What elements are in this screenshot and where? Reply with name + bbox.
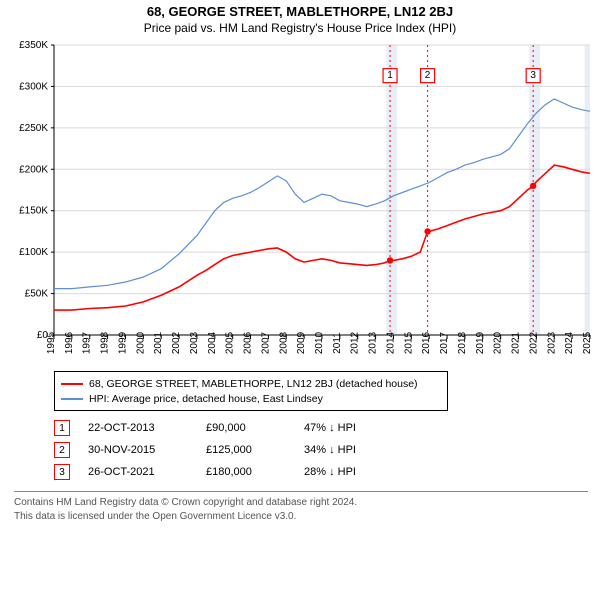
attribution: Contains HM Land Registry data © Crown c… [14, 491, 588, 523]
event-marker-3: 3 [54, 464, 70, 480]
chart-subtitle: Price paid vs. HM Land Registry's House … [0, 19, 600, 35]
svg-text:£200K: £200K [19, 164, 48, 175]
legend-label-hpi: HPI: Average price, detached house, East… [89, 393, 323, 405]
chart-titles: 68, GEORGE STREET, MABLETHORPE, LN12 2BJ… [0, 0, 600, 35]
legend-swatch-hpi [61, 398, 83, 400]
event-row-3: 3 26-OCT-2021 £180,000 28% ↓ HPI [54, 461, 588, 483]
event-hpi-1: 47% ↓ HPI [304, 422, 356, 434]
chart-area: £0£50K£100K£150K£200K£250K£300K£350K1995… [0, 35, 600, 365]
svg-text:£150K: £150K [19, 206, 48, 217]
event-price-1: £90,000 [206, 422, 286, 434]
svg-text:£100K: £100K [19, 247, 48, 258]
legend-swatch-property [61, 383, 83, 385]
event-table: 1 22-OCT-2013 £90,000 47% ↓ HPI 2 30-NOV… [54, 417, 588, 483]
svg-text:1: 1 [387, 70, 393, 81]
legend-row-property: 68, GEORGE STREET, MABLETHORPE, LN12 2BJ… [61, 376, 441, 391]
attribution-line-2: This data is licensed under the Open Gov… [14, 510, 588, 524]
svg-text:£300K: £300K [19, 81, 48, 92]
event-price-3: £180,000 [206, 466, 286, 478]
svg-text:£350K: £350K [19, 40, 48, 51]
event-date-1: 22-OCT-2013 [88, 422, 188, 434]
event-date-2: 30-NOV-2015 [88, 444, 188, 456]
legend-row-hpi: HPI: Average price, detached house, East… [61, 391, 441, 406]
event-date-3: 26-OCT-2021 [88, 466, 188, 478]
chart-title-address: 68, GEORGE STREET, MABLETHORPE, LN12 2BJ [0, 4, 600, 19]
price-chart: £0£50K£100K£150K£200K£250K£300K£350K1995… [0, 35, 600, 365]
event-row-1: 1 22-OCT-2013 £90,000 47% ↓ HPI [54, 417, 588, 439]
svg-text:£250K: £250K [19, 123, 48, 134]
svg-text:£50K: £50K [25, 289, 49, 300]
legend-box: 68, GEORGE STREET, MABLETHORPE, LN12 2BJ… [54, 371, 448, 411]
svg-text:2: 2 [425, 70, 431, 81]
event-price-2: £125,000 [206, 444, 286, 456]
event-marker-2: 2 [54, 442, 70, 458]
event-row-2: 2 30-NOV-2015 £125,000 34% ↓ HPI [54, 439, 588, 461]
event-hpi-2: 34% ↓ HPI [304, 444, 356, 456]
svg-text:3: 3 [530, 70, 536, 81]
event-marker-1: 1 [54, 420, 70, 436]
legend-label-property: 68, GEORGE STREET, MABLETHORPE, LN12 2BJ… [89, 378, 418, 390]
attribution-line-1: Contains HM Land Registry data © Crown c… [14, 496, 588, 510]
event-hpi-3: 28% ↓ HPI [304, 466, 356, 478]
